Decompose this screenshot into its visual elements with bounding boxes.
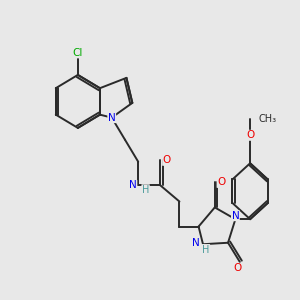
Text: O: O xyxy=(163,155,171,165)
Text: H: H xyxy=(142,185,149,195)
Text: CH₃: CH₃ xyxy=(258,114,277,124)
Text: N: N xyxy=(232,211,239,221)
Text: N: N xyxy=(192,238,200,248)
Text: O: O xyxy=(233,263,242,273)
Text: N: N xyxy=(108,112,116,123)
Text: N: N xyxy=(129,180,137,190)
Text: O: O xyxy=(246,130,254,140)
Text: Cl: Cl xyxy=(73,48,83,58)
Text: H: H xyxy=(202,244,210,254)
Text: O: O xyxy=(217,177,225,188)
